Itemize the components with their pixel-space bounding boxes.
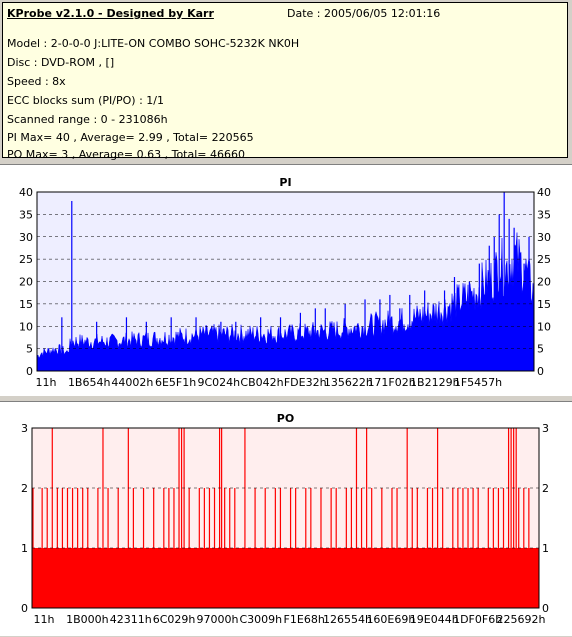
x-tick-label: C3009h	[239, 613, 282, 626]
model-line: Model : 2-0-0-0 J:LITE-ON COMBO SOHC-523…	[7, 37, 300, 50]
x-tick-label: 44002h	[111, 376, 153, 389]
x-tick-label: 6C029h	[153, 613, 196, 626]
x-tick-label: 126554h	[323, 613, 372, 626]
y-tick-label-left: 0	[21, 602, 28, 615]
y-tick-label-right: 10	[537, 320, 551, 333]
x-tick-label: 11h	[36, 376, 57, 389]
y-tick-label-right: 1	[542, 542, 549, 555]
x-tick-label: 1B654h	[68, 376, 111, 389]
disc-line: Disc : DVD-ROM , []	[7, 56, 115, 69]
y-tick-label-right: 5	[537, 343, 544, 356]
x-tick-label: FDE32h	[284, 376, 327, 389]
y-tick-label-left: 10	[19, 320, 33, 333]
y-tick-label-left: 25	[19, 253, 33, 266]
y-tick-label-left: 2	[21, 482, 28, 495]
y-tick-label-right: 15	[537, 298, 551, 311]
po-chart: PO 0 0 1 1 2 2 3 3 11h 1B000h 42311h 6C029h 97000h C30…	[21, 412, 549, 626]
pi-chart: PI 0 0 5 5 10 10 15 15 20 20 25 25 30 30 35 35 40 40 11h 1B6…	[19, 176, 551, 389]
pi-chart-panel: PI 0 0 5 5 10 10 15 15 20 20 25 25 30 30 35 35 40 40 11h 1B6…	[0, 164, 572, 396]
x-tick-label: 1B2129h	[410, 376, 460, 389]
x-tick-label: 97000h	[196, 613, 238, 626]
plot-border	[31, 427, 540, 609]
y-tick-label-left: 5	[26, 343, 33, 356]
plot-border	[36, 191, 535, 372]
y-tick-label-left: 15	[19, 298, 33, 311]
y-tick-label-right: 40	[537, 186, 551, 199]
pi-stats-line: PI Max= 40 , Average= 2.99 , Total= 2205…	[7, 131, 254, 144]
x-tick-label: 9C024h	[197, 376, 240, 389]
y-tick-label-right: 25	[537, 253, 551, 266]
y-tick-label-right: 35	[537, 208, 551, 221]
chart-title: PI	[279, 176, 291, 189]
info-panel: KProbe v2.1.0 - Designed by Karr Date : …	[2, 2, 568, 161]
po-chart-panel: PO 0 0 1 1 2 2 3 3 11h 1B000h 42311h 6C029h 97000h C30…	[0, 401, 572, 636]
y-tick-label-left: 3	[21, 422, 28, 435]
chart-title: PO	[277, 412, 294, 425]
x-tick-label: 135622h	[324, 376, 373, 389]
x-tick-label: 225692h	[497, 613, 546, 626]
x-tick-label: 11h	[34, 613, 55, 626]
y-tick-label-right: 20	[537, 276, 551, 289]
y-tick-label-left: 1	[21, 542, 28, 555]
y-tick-label-right: 30	[537, 231, 551, 244]
x-tick-label: 160E69h	[366, 613, 415, 626]
range-line: Scanned range : 0 - 231086h	[7, 113, 168, 126]
y-tick-label-right: 3	[542, 422, 549, 435]
x-tick-label: 42311h	[110, 613, 152, 626]
po-stats-line: PO Max= 3 , Average= 0.63 , Total= 46660	[7, 148, 245, 161]
y-tick-label-left: 20	[19, 276, 33, 289]
x-tick-label: 1F5457h	[454, 376, 502, 389]
speed-line: Speed : 8x	[7, 75, 66, 88]
scan-date: Date : 2005/06/05 12:01:16	[287, 7, 441, 20]
y-tick-label-left: 0	[26, 365, 33, 378]
ecc-line: ECC blocks sum (PI/PO) : 1/1	[7, 94, 164, 107]
x-tick-label: 6E5F1h	[155, 376, 196, 389]
x-tick-label: 171F02h	[367, 376, 415, 389]
x-tick-label: F1E68h	[284, 613, 325, 626]
po-base-level	[32, 548, 539, 608]
y-tick-label-right: 0	[537, 365, 544, 378]
y-tick-label-left: 30	[19, 231, 33, 244]
x-tick-label: 19E044h	[410, 613, 459, 626]
y-tick-label-left: 35	[19, 208, 33, 221]
app-title: KProbe v2.1.0 - Designed by Karr	[7, 7, 214, 20]
y-tick-label-right: 2	[542, 482, 549, 495]
x-tick-label: 1B000h	[66, 613, 109, 626]
y-tick-label-right: 0	[542, 602, 549, 615]
x-tick-label: 1DF0F6h	[453, 613, 502, 626]
x-tick-label: CB042h	[240, 376, 283, 389]
y-tick-label-left: 40	[19, 186, 33, 199]
